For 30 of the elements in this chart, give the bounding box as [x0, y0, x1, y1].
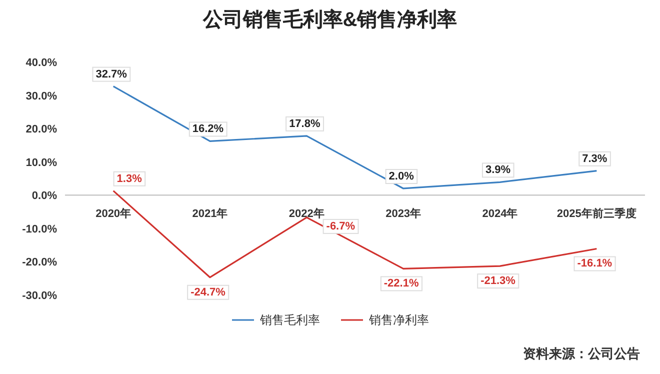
y-tick-label: -30.0%	[22, 290, 58, 302]
text: 资料来源：公司公告	[523, 346, 640, 361]
data-label: 17.8%	[289, 118, 320, 130]
x-tick-label: 2020年	[96, 207, 132, 220]
y-tick-label: -20.0%	[22, 256, 58, 269]
y-tick-label: 20.0%	[26, 124, 58, 136]
x-tick-label: 2025年前三季度	[556, 207, 636, 220]
data-label: -6.7%	[326, 220, 356, 232]
data-label: -16.1%	[577, 258, 612, 270]
legend-label: 销售净利率	[368, 313, 429, 327]
y-tick-label: 0.0%	[32, 190, 58, 202]
y-tick-label: -10.0%	[22, 223, 58, 236]
x-tick-label: 2022年	[288, 207, 324, 220]
data-label: -22.1%	[384, 278, 419, 290]
data-label: 1.3%	[116, 172, 142, 185]
data-label: 32.7%	[96, 68, 128, 80]
data-label: 3.9%	[485, 164, 511, 176]
x-tick-label: 2021年	[192, 207, 228, 220]
y-tick-label: 30.0%	[26, 90, 58, 102]
x-tick-label: 2024年	[482, 207, 518, 220]
y-tick-label: 40.0%	[26, 57, 58, 69]
data-label: 7.3%	[582, 152, 608, 165]
data-label: -21.3%	[480, 275, 516, 288]
data-label: -24.7%	[190, 286, 226, 298]
data-label: 2.0%	[388, 170, 414, 182]
x-tick-label: 2023年	[386, 207, 422, 220]
y-tick-label: 10.0%	[26, 156, 58, 169]
legend-label: 销售毛利率	[259, 313, 320, 327]
data-label: 16.2%	[192, 123, 224, 136]
chart-title: 公司销售毛利率&销售净利率	[202, 8, 458, 31]
